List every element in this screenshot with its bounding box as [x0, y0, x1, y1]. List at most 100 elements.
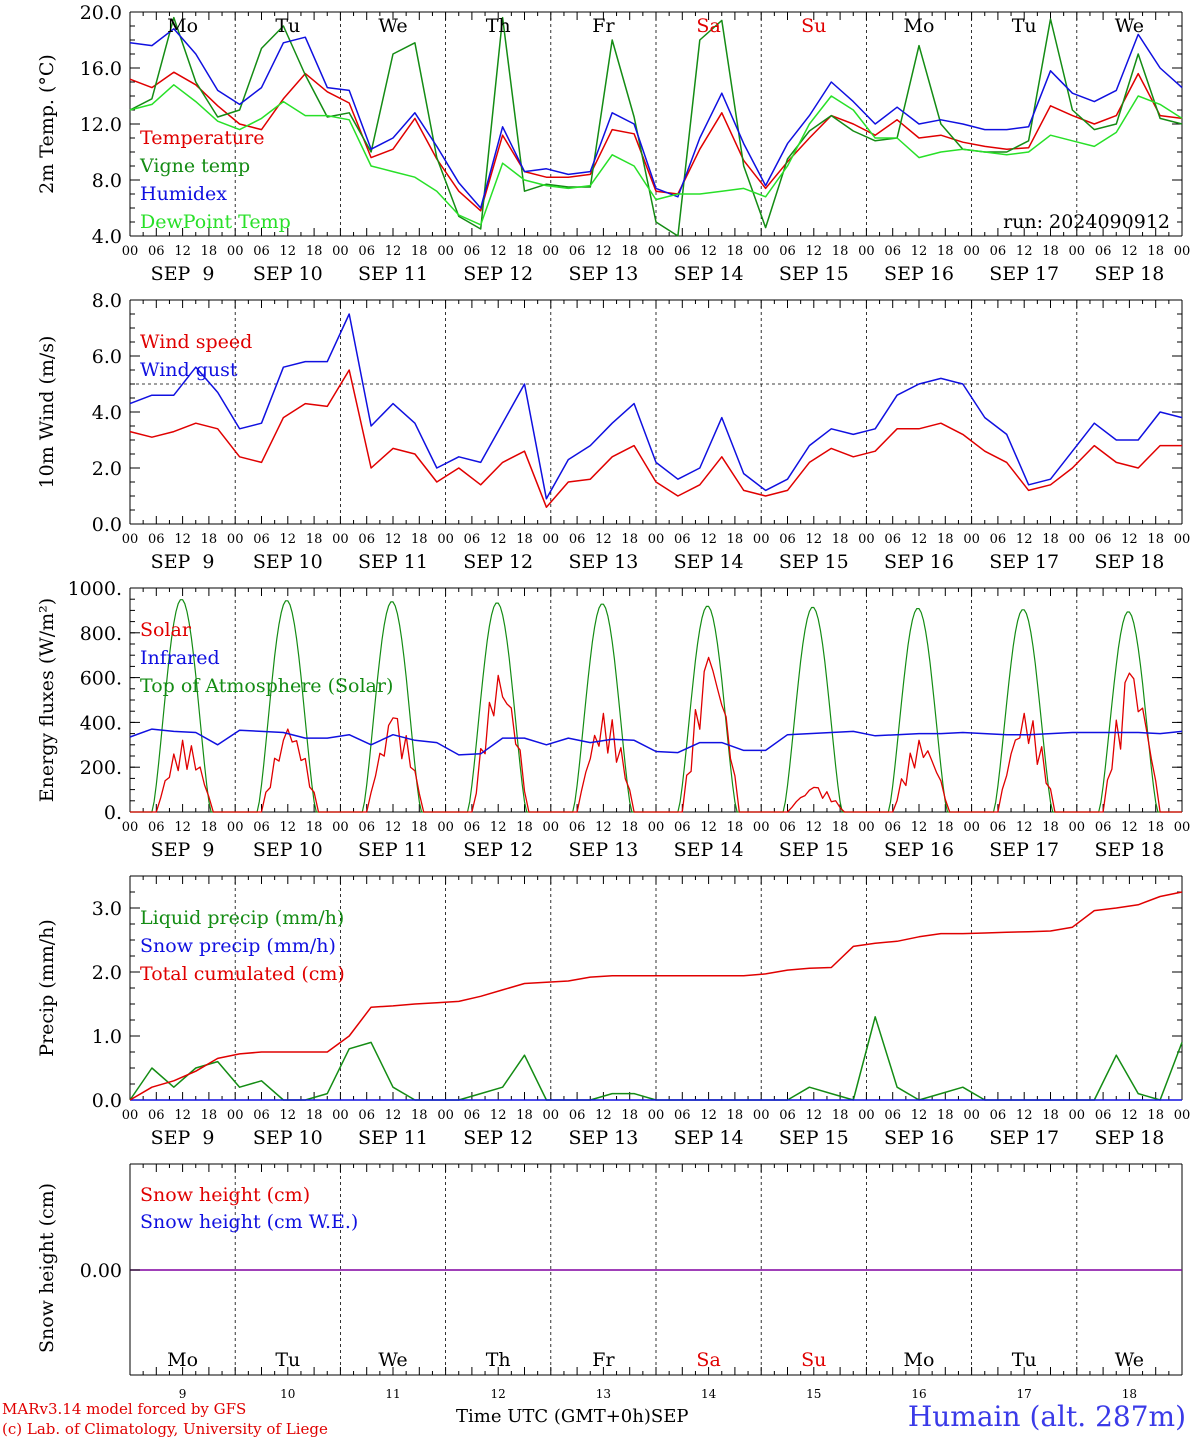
y-tick-label: 400. — [80, 712, 122, 734]
y-tick-label: 200. — [80, 757, 122, 779]
y-tick-label: 0.0 — [92, 514, 122, 536]
y-axis-label: Energy fluxes (W/m²) — [36, 598, 58, 802]
legend-entry: Total cumulated (cm) — [140, 963, 345, 985]
legend-entry: Solar — [140, 619, 192, 641]
credit-lab: (c) Lab. of Climatology, University of L… — [2, 1420, 328, 1438]
hour-tick-label: 12 — [490, 1108, 507, 1123]
hour-tick-label: 00 — [543, 820, 560, 835]
hour-tick-label: 00 — [122, 532, 139, 547]
hour-tick-label: 06 — [779, 1108, 796, 1123]
hour-tick-label: 06 — [1095, 820, 1112, 835]
hour-tick-label: 18 — [1147, 244, 1164, 259]
hour-tick-label: 00 — [227, 244, 244, 259]
legend-entry: Humidex — [140, 183, 227, 205]
hour-tick-label: 06 — [358, 244, 375, 259]
date-label: SEP 12 — [463, 1127, 533, 1149]
y-tick-label: 600. — [80, 668, 122, 690]
date-label: SEP 18 — [1094, 839, 1164, 861]
hour-tick-label: 18 — [832, 532, 849, 547]
hour-tick-label: 00 — [753, 820, 770, 835]
date-label: SEP 18 — [1094, 263, 1164, 285]
hour-tick-label: 12 — [490, 820, 507, 835]
hour-tick-label: 18 — [1147, 1108, 1164, 1123]
date-label: SEP 13 — [568, 263, 638, 285]
hour-tick-label: 18 — [1042, 820, 1059, 835]
hour-tick-label: 06 — [569, 1108, 586, 1123]
hour-tick-label: 18 — [937, 532, 954, 547]
series-line-wind-gust — [129, 313, 1183, 500]
hour-tick-label: 06 — [990, 1108, 1007, 1123]
legend-entry: Infrared — [140, 647, 220, 669]
credit-model: MARv3.14 model forced by GFS — [2, 1400, 247, 1418]
hour-tick-label: 06 — [884, 532, 901, 547]
hour-tick-label: 00 — [963, 1108, 980, 1123]
hour-tick-label: 18 — [727, 1108, 744, 1123]
hour-tick-label: 00 — [858, 532, 875, 547]
hour-tick-label: 06 — [1095, 1108, 1112, 1123]
hour-tick-label: 18 — [832, 244, 849, 259]
date-label: SEP 18 — [1094, 1127, 1164, 1149]
day-number: 9 — [179, 1387, 187, 1401]
series-line-total-cumulated-cm- — [129, 891, 1183, 1101]
day-name-top: Mo — [904, 15, 935, 37]
hour-tick-label: 12 — [174, 820, 191, 835]
hour-tick-label: 00 — [753, 1108, 770, 1123]
y-tick-label: 8.0 — [92, 170, 122, 192]
hour-tick-label: 12 — [806, 244, 823, 259]
hour-tick-label: 06 — [674, 1108, 691, 1123]
hour-tick-label: 06 — [569, 244, 586, 259]
day-name-top: Th — [486, 15, 511, 37]
hour-tick-label: 00 — [227, 820, 244, 835]
legend-entry: Snow height (cm W.E.) — [140, 1211, 358, 1233]
day-name-bottom: Tu — [275, 1349, 300, 1371]
hour-tick-label: 06 — [148, 1108, 165, 1123]
date-label: SEP 11 — [358, 839, 428, 861]
date-label: SEP 10 — [253, 263, 323, 285]
y-tick-label: 0.00 — [80, 1260, 122, 1282]
date-label: SEP 12 — [463, 551, 533, 573]
hour-tick-label: 00 — [1069, 244, 1086, 259]
hour-tick-label: 06 — [884, 244, 901, 259]
hour-tick-label: 06 — [253, 1108, 270, 1123]
hour-tick-label: 00 — [543, 1108, 560, 1123]
hour-tick-label: 12 — [700, 1108, 717, 1123]
date-label: SEP 9 — [151, 839, 215, 861]
y-tick-label: 800. — [80, 623, 122, 645]
series-line-infrared — [129, 728, 1183, 756]
hour-tick-label: 00 — [963, 820, 980, 835]
hour-tick-label: 06 — [253, 820, 270, 835]
hour-tick-label: 18 — [201, 820, 218, 835]
hour-tick-label: 12 — [700, 820, 717, 835]
day-name-bottom: Fr — [592, 1349, 615, 1371]
hour-tick-label: 12 — [806, 1108, 823, 1123]
hour-tick-label: 18 — [1147, 820, 1164, 835]
hour-tick-label: 12 — [280, 244, 297, 259]
date-label: SEP 15 — [779, 263, 849, 285]
hour-tick-label: 00 — [437, 1108, 454, 1123]
y-axis-label: 2m Temp. (°C) — [36, 54, 58, 194]
y-axis-label: Snow height (cm) — [36, 1183, 58, 1353]
date-label: SEP 16 — [884, 551, 954, 573]
hour-tick-label: 06 — [569, 532, 586, 547]
day-name-bottom: Su — [801, 1349, 826, 1371]
hour-tick-label: 06 — [464, 820, 481, 835]
y-tick-label: 1000. — [68, 578, 122, 600]
hour-tick-label: 00 — [332, 532, 349, 547]
day-name-bottom: Sa — [696, 1349, 720, 1371]
hour-tick-label: 00 — [648, 820, 665, 835]
hour-tick-label: 18 — [516, 244, 533, 259]
day-name-top: Mo — [167, 15, 198, 37]
date-label: SEP 11 — [358, 263, 428, 285]
hour-tick-label: 00 — [437, 244, 454, 259]
day-name-bottom: We — [378, 1349, 407, 1371]
legend-entry: Snow height (cm) — [140, 1184, 310, 1206]
hour-tick-label: 12 — [174, 244, 191, 259]
date-label: SEP 10 — [253, 1127, 323, 1149]
hour-tick-label: 00 — [1069, 820, 1086, 835]
hour-tick-label: 18 — [621, 1108, 638, 1123]
station-title: Humain (alt. 287m) — [907, 1400, 1186, 1433]
hour-tick-label: 12 — [1016, 244, 1033, 259]
y-tick-label: 8.0 — [92, 290, 122, 312]
hour-tick-label: 00 — [332, 1108, 349, 1123]
hour-tick-label: 12 — [1016, 1108, 1033, 1123]
